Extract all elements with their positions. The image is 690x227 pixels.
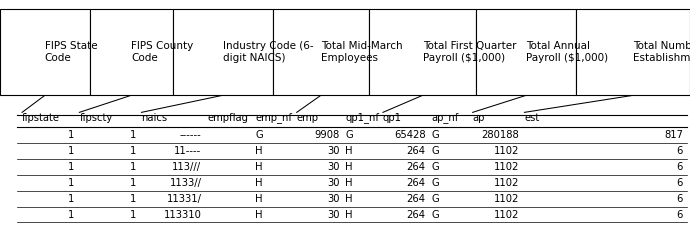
Text: 30: 30: [327, 210, 339, 220]
Text: Total Mid-March
Employees: Total Mid-March Employees: [321, 41, 402, 63]
Text: emp_nf: emp_nf: [255, 113, 293, 123]
Text: qp1: qp1: [383, 113, 402, 123]
Text: 30: 30: [327, 162, 339, 172]
Text: 1: 1: [68, 194, 74, 204]
Text: ap: ap: [473, 113, 485, 123]
Text: 1102: 1102: [493, 210, 519, 220]
Text: ap_nf: ap_nf: [431, 113, 459, 123]
Text: 1102: 1102: [493, 146, 519, 156]
Bar: [576, 9, 690, 95]
Text: H: H: [255, 178, 263, 188]
Text: H: H: [255, 194, 263, 204]
Text: 1: 1: [130, 130, 136, 140]
Text: 1: 1: [68, 146, 74, 156]
Text: G: G: [345, 130, 353, 140]
Text: 264: 264: [406, 146, 426, 156]
Text: 1: 1: [130, 146, 136, 156]
Text: 264: 264: [406, 162, 426, 172]
Text: naics: naics: [141, 113, 168, 123]
Text: Total Annual
Payroll ($1,000): Total Annual Payroll ($1,000): [526, 41, 609, 63]
Text: Total First Quarter
Payroll ($1,000): Total First Quarter Payroll ($1,000): [422, 41, 516, 63]
Text: 1: 1: [68, 162, 74, 172]
Text: G: G: [431, 162, 439, 172]
Text: 1102: 1102: [493, 194, 519, 204]
Bar: [369, 9, 476, 95]
Text: G: G: [431, 146, 439, 156]
Text: 1: 1: [130, 194, 136, 204]
Bar: [90, 9, 172, 95]
Text: G: G: [431, 194, 439, 204]
Text: 6: 6: [677, 162, 683, 172]
Text: H: H: [345, 146, 353, 156]
Text: emp: emp: [297, 113, 319, 123]
Bar: [273, 9, 369, 95]
Text: 1: 1: [68, 130, 74, 140]
Text: 11----: 11----: [175, 146, 201, 156]
Text: 1102: 1102: [493, 162, 519, 172]
Text: G: G: [431, 178, 439, 188]
Text: ------: ------: [179, 130, 201, 140]
Text: 817: 817: [664, 130, 683, 140]
Text: H: H: [345, 162, 353, 172]
Text: G: G: [431, 210, 439, 220]
Text: 113///: 113///: [172, 162, 201, 172]
Text: H: H: [255, 162, 263, 172]
Text: 9908: 9908: [314, 130, 339, 140]
Text: 6: 6: [677, 178, 683, 188]
Text: 1133//: 1133//: [170, 178, 201, 188]
Text: 6: 6: [677, 210, 683, 220]
Text: 264: 264: [406, 210, 426, 220]
Text: qp1_nf: qp1_nf: [345, 113, 379, 123]
Text: H: H: [345, 210, 353, 220]
Text: 65428: 65428: [394, 130, 426, 140]
Text: 30: 30: [327, 194, 339, 204]
Text: FIPS County
Code: FIPS County Code: [131, 41, 193, 63]
Text: 1: 1: [68, 210, 74, 220]
Text: 30: 30: [327, 178, 339, 188]
Text: 280188: 280188: [481, 130, 519, 140]
Text: est: est: [524, 113, 540, 123]
Text: 11331/: 11331/: [166, 194, 201, 204]
Text: fipscty: fipscty: [79, 113, 112, 123]
Text: 264: 264: [406, 178, 426, 188]
Text: H: H: [345, 178, 353, 188]
Text: 1102: 1102: [493, 178, 519, 188]
Text: H: H: [255, 210, 263, 220]
Text: 1: 1: [130, 178, 136, 188]
Text: 6: 6: [677, 194, 683, 204]
Text: 113310: 113310: [164, 210, 201, 220]
Text: G: G: [431, 130, 439, 140]
Text: Industry Code (6-
digit NAICS): Industry Code (6- digit NAICS): [222, 41, 313, 63]
Text: 1: 1: [130, 162, 136, 172]
Text: Total Number of
Establishments: Total Number of Establishments: [633, 41, 690, 63]
Text: H: H: [255, 146, 263, 156]
Text: 30: 30: [327, 146, 339, 156]
Text: empflag: empflag: [207, 113, 248, 123]
Text: 1: 1: [130, 210, 136, 220]
Text: 1: 1: [68, 178, 74, 188]
Text: fipstate: fipstate: [22, 113, 60, 123]
Text: 264: 264: [406, 194, 426, 204]
Bar: [476, 9, 576, 95]
Text: H: H: [345, 194, 353, 204]
Bar: [0, 9, 90, 95]
Text: G: G: [255, 130, 263, 140]
Bar: [172, 9, 273, 95]
Text: FIPS State
Code: FIPS State Code: [45, 41, 97, 63]
Text: 6: 6: [677, 146, 683, 156]
